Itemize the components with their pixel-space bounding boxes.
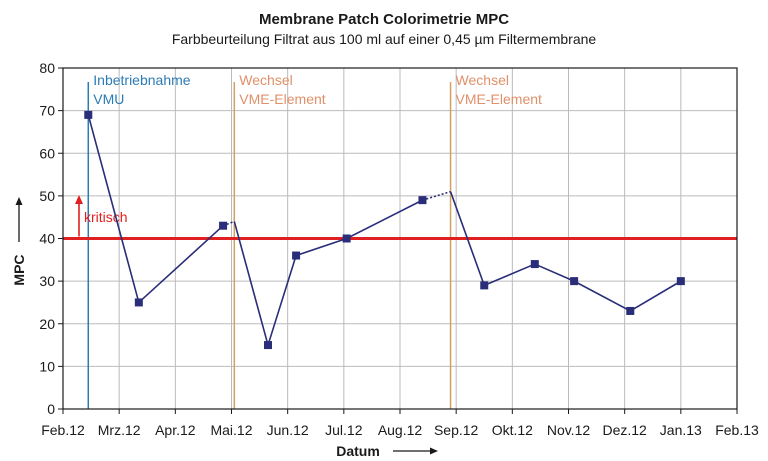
series-layer	[84, 110, 685, 350]
series-line	[233, 221, 269, 346]
y-tick-label: 80	[39, 60, 55, 76]
y-axis-label: MPC	[11, 254, 27, 285]
data-point	[219, 221, 228, 230]
x-tick-label: Apr.12	[155, 422, 196, 438]
y-tick-label: 10	[39, 358, 55, 374]
x-tick-label: Jan.13	[660, 422, 702, 438]
data-point	[676, 277, 685, 286]
series-gap	[422, 190, 451, 201]
x-tick-label: Dez.12	[602, 422, 647, 438]
event-label: VMU	[93, 91, 124, 107]
event-label: Wechsel	[456, 72, 509, 88]
x-tick-label: Nov.12	[547, 422, 591, 438]
data-point	[530, 260, 539, 269]
x-tick-label: Feb.13	[715, 422, 759, 438]
chart-title: Membrane Patch Colorimetrie MPC	[259, 11, 509, 28]
data-point	[418, 196, 427, 205]
y-tick-label: 60	[39, 145, 55, 161]
y-tick-label: 20	[39, 316, 55, 332]
data-point	[84, 110, 93, 119]
y-tick-label: 30	[39, 273, 55, 289]
event-label: Inbetriebnahme	[93, 72, 191, 88]
x-tick-label: Okt.12	[492, 422, 533, 438]
chart-subtitle: Farbbeurteilung Filtrat aus 100 ml auf e…	[172, 31, 597, 47]
data-point	[480, 281, 489, 290]
series-line	[483, 263, 682, 312]
x-tick-label: Jul.12	[325, 422, 363, 438]
plot-frame	[62, 67, 738, 410]
data-point	[570, 277, 579, 286]
threshold-arrow-head	[75, 195, 83, 204]
x-tick-label: Jun.12	[267, 422, 309, 438]
series-line	[267, 199, 423, 346]
event-label: VME-Element	[456, 91, 542, 107]
threshold-label: kritisch	[84, 209, 128, 225]
x-axis-label: Datum	[336, 443, 380, 459]
data-point	[342, 234, 351, 243]
axis-layer: 0 10 20 30 40 50 60 70 80 Feb.12 Mrz.12 Apr.12 Mai.1…	[39, 60, 759, 438]
y-tick-label: 70	[39, 103, 55, 119]
y-tick-label: 0	[47, 401, 55, 417]
data-point	[292, 251, 301, 260]
y-tick-label: 50	[39, 188, 55, 204]
x-tick-label: Mai.12	[210, 422, 252, 438]
x-tick-label: Mrz.12	[98, 422, 141, 438]
x-tick-label: Feb.12	[41, 422, 85, 438]
event-layer: Inbetriebnahme VMU Wechsel VME-Element Wechs…	[87, 72, 542, 409]
event-label: Wechsel	[239, 72, 292, 88]
series-line	[449, 191, 486, 286]
data-point	[264, 341, 273, 350]
y-axis-arrow-head	[15, 197, 23, 205]
event-label: VME-Element	[239, 91, 325, 107]
x-axis-arrow-head	[430, 447, 438, 455]
x-tick-label: Sep.12	[434, 422, 479, 438]
data-point	[134, 298, 143, 307]
data-point	[626, 306, 635, 315]
x-tick-label: Aug.12	[378, 422, 423, 438]
y-tick-label: 40	[39, 231, 55, 247]
